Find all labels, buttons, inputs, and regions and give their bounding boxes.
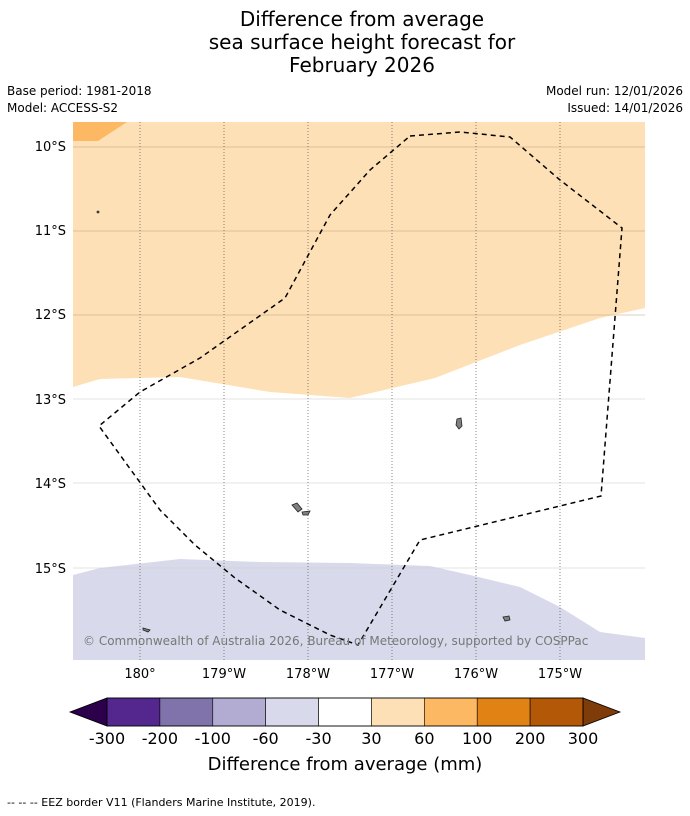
colorbar-segment: [318, 697, 372, 727]
model-run: Model run: 12/01/2026: [545, 84, 683, 98]
issued-date: Issued: 14/01/2026: [567, 101, 683, 115]
longitude-labels: 180° 179°W 178°W 177°W 176°W 175°W: [124, 667, 582, 682]
colorbar-tick-label: -60: [253, 729, 279, 748]
colorbar-tick-label: -30: [305, 729, 331, 748]
colorbar-segment: [212, 697, 266, 727]
colorbar-tick-label: 100: [462, 729, 493, 748]
lat-label-12s: 12°S: [35, 308, 66, 323]
island-east: [455, 417, 463, 430]
colorbar-tick-label: 30: [361, 729, 381, 748]
title-line-1: Difference from average: [239, 7, 485, 31]
colorbar-segment: [265, 697, 319, 727]
latitude-gridlines: [73, 146, 645, 569]
lat-label-10s: 10°S: [35, 140, 66, 155]
colorbar-tick-labels: -300 -200 -100 -60 -30 30 60 100 200 300: [89, 729, 598, 748]
colorbar-segment: [424, 697, 478, 727]
colorbar-segment: [106, 697, 161, 727]
anomaly-region-neg-30-60: [73, 559, 645, 660]
island-south-east: [502, 615, 511, 622]
latitude-labels: 10°S 11°S 12°S 13°S 14°S 15°S: [35, 140, 66, 577]
anomaly-region-60-100: [73, 122, 127, 141]
colorbar-frame: [106, 697, 584, 727]
island-south-west: [142, 627, 151, 633]
colorbar-tick-label: 60: [414, 729, 434, 748]
colorbar-tick-label: -100: [195, 729, 231, 748]
colorbar-low-extend: [68, 697, 108, 727]
map-panel: © Commonwealth of Australia 2026, Bureau…: [73, 122, 645, 660]
lat-label-13s: 13°S: [35, 393, 66, 408]
eez-legend: -- -- -- EEZ border V11 (Flanders Marine…: [7, 796, 316, 809]
island-north-west: [96, 210, 100, 214]
colorbar-tick-label: -300: [89, 729, 125, 748]
colorbar-high-extend: [582, 697, 622, 727]
title-line-3: February 2026: [289, 53, 435, 77]
island-central-b: [301, 510, 311, 516]
model-name: Model: ACCESS-S2: [7, 101, 119, 115]
colorbar-tick-label: 200: [515, 729, 546, 748]
colorbar-segment: [476, 697, 531, 727]
lat-label-15s: 15°S: [35, 562, 66, 577]
colorbar-label: Difference from average (mm): [208, 754, 483, 775]
lat-label-11s: 11°S: [35, 224, 66, 239]
colorbar-segment: [529, 697, 584, 727]
lon-label-175w: 175°W: [538, 667, 582, 682]
chart-title: Difference from average sea surface heig…: [0, 8, 690, 77]
colorbar-segment: [159, 697, 214, 727]
colorbar-segments: [106, 697, 584, 727]
colorbar-tick-label: 300: [568, 729, 599, 748]
lon-label-177w: 177°W: [370, 667, 414, 682]
colorbar: -300 -200 -100 -60 -30 30 60 100 200 300 Differen…: [68, 697, 622, 775]
lon-label-176w: 176°W: [454, 667, 498, 682]
islands: [96, 210, 511, 633]
lon-label-180: 180°: [124, 667, 155, 682]
lon-label-178w: 178°W: [286, 667, 330, 682]
title-line-2: sea surface height forecast for: [208, 30, 516, 54]
lon-label-179w: 179°W: [202, 667, 246, 682]
island-central-a: [291, 502, 303, 513]
map-figure: © Commonwealth of Australia 2026, Bureau…: [35, 122, 645, 775]
colorbar-segment: [371, 697, 425, 727]
meta-right: Model run: 12/01/2026 Issued: 14/01/2026: [546, 83, 683, 117]
anomaly-region-30-60: [73, 122, 645, 398]
base-period: Base period: 1981-2018: [7, 84, 152, 98]
colorbar-tick-label: -200: [142, 729, 178, 748]
copyright-text: © Commonwealth of Australia 2026, Bureau…: [83, 634, 588, 648]
meta-left: Base period: 1981-2018 Model: ACCESS-S2: [7, 83, 152, 117]
lat-label-14s: 14°S: [35, 477, 66, 492]
